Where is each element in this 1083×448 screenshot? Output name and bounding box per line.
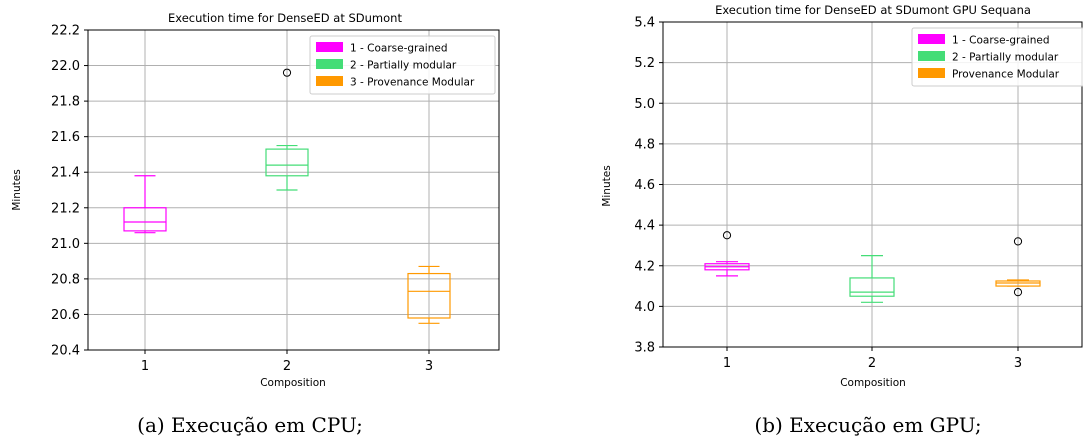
- x-tick-label: 3: [425, 359, 433, 374]
- chart-gpu: Execution time for DenseED at SDumont GP…: [601, 3, 1083, 437]
- box-iqr: [849, 277, 895, 297]
- box-iqr: [123, 207, 167, 232]
- y-tick-label: 22.2: [51, 24, 80, 39]
- legend-swatch: [316, 42, 343, 52]
- figure-caption: (a) Execução em CPU;: [137, 413, 363, 437]
- legend-label: 1 - Coarse-grained: [952, 35, 1049, 47]
- y-axis-label: Minutes: [11, 169, 23, 210]
- figure-caption: (b) Execução em GPU;: [754, 413, 981, 437]
- outlier-point: [1013, 288, 1023, 297]
- y-axis-label: Minutes: [601, 165, 613, 206]
- legend-swatch: [918, 51, 945, 61]
- box-iqr: [407, 272, 451, 319]
- chart-title: Execution time for DenseED at SDumont: [168, 11, 402, 25]
- x-tick-label: 3: [1014, 356, 1022, 371]
- legend-swatch: [316, 59, 343, 69]
- y-tick-label: 5.0: [634, 97, 655, 112]
- legend: 1 - Coarse-grained 2 - Partially modular 3…: [309, 35, 496, 95]
- x-tick-label: 1: [723, 356, 731, 371]
- legend-swatch: [316, 76, 343, 86]
- legend-label: 3 - Provenance Modular: [350, 77, 475, 89]
- plot-frame: [87, 29, 500, 351]
- y-tick-label: 20.4: [51, 344, 80, 359]
- box-plot: [265, 144, 309, 191]
- y-tick-label: 5.2: [634, 56, 655, 71]
- outlier-point: [722, 231, 732, 240]
- y-tick-label: 4.6: [634, 178, 655, 193]
- box-plots: [123, 68, 451, 324]
- legend-box: [309, 35, 496, 95]
- x-axis-label: Composition: [840, 377, 906, 389]
- box-iqr: [265, 148, 309, 177]
- y-tick-label: 21.0: [51, 237, 80, 252]
- outlier-point: [1013, 237, 1023, 246]
- chart-title: Execution time for DenseED at SDumont GP…: [715, 3, 1031, 17]
- box-plot: [704, 261, 750, 277]
- box-plot: [995, 279, 1041, 287]
- y-tick-label: 5.4: [634, 16, 655, 31]
- y-tick-label: 4.2: [634, 259, 655, 274]
- legend: 1 - Coarse-grained 2 - Partially modular P…: [911, 27, 1083, 87]
- y-tick-label: 21.8: [51, 95, 80, 110]
- y-tick-label: 4.4: [634, 219, 655, 234]
- legend-label: 2 - Partially modular: [350, 60, 457, 72]
- outlier-point: [282, 68, 292, 77]
- box-plot: [407, 265, 451, 324]
- y-tick-label: 4.0: [634, 300, 655, 315]
- y-tick-label: 3.8: [634, 341, 655, 356]
- box-plot: [123, 175, 167, 234]
- chart-cpu: Execution time for DenseED at SDumont 20…: [11, 11, 500, 437]
- legend-label: 1 - Coarse-grained: [350, 43, 447, 55]
- axis-ticks: 20.4 20.6 20.8 21.0 21.2 21.4 21.6 21.8 22.0 22.2…: [51, 24, 433, 375]
- x-tick-label: 2: [283, 359, 291, 374]
- legend-box: [911, 27, 1083, 87]
- legend-swatch: [918, 68, 945, 78]
- legend-swatch: [918, 34, 945, 44]
- y-tick-label: 22.0: [51, 59, 80, 74]
- y-tick-label: 20.6: [51, 308, 80, 323]
- x-axis-label: Composition: [260, 377, 326, 389]
- x-tick-label: 1: [141, 359, 149, 374]
- axis-ticks: 3.8 4.0 4.2 4.4 4.6 4.8 5.0 5.2 5.4 1 2 3: [634, 16, 1022, 372]
- y-tick-label: 21.6: [51, 130, 80, 145]
- box-plot: [849, 254, 895, 303]
- y-tick-label: 21.4: [51, 166, 80, 181]
- box-plots: [704, 231, 1041, 303]
- legend-label: 2 - Partially modular: [952, 52, 1059, 64]
- y-tick-label: 21.2: [51, 201, 80, 216]
- y-tick-label: 20.8: [51, 272, 80, 287]
- legend-label: Provenance Modular: [952, 69, 1060, 81]
- y-tick-label: 4.8: [634, 137, 655, 152]
- x-tick-label: 2: [868, 356, 876, 371]
